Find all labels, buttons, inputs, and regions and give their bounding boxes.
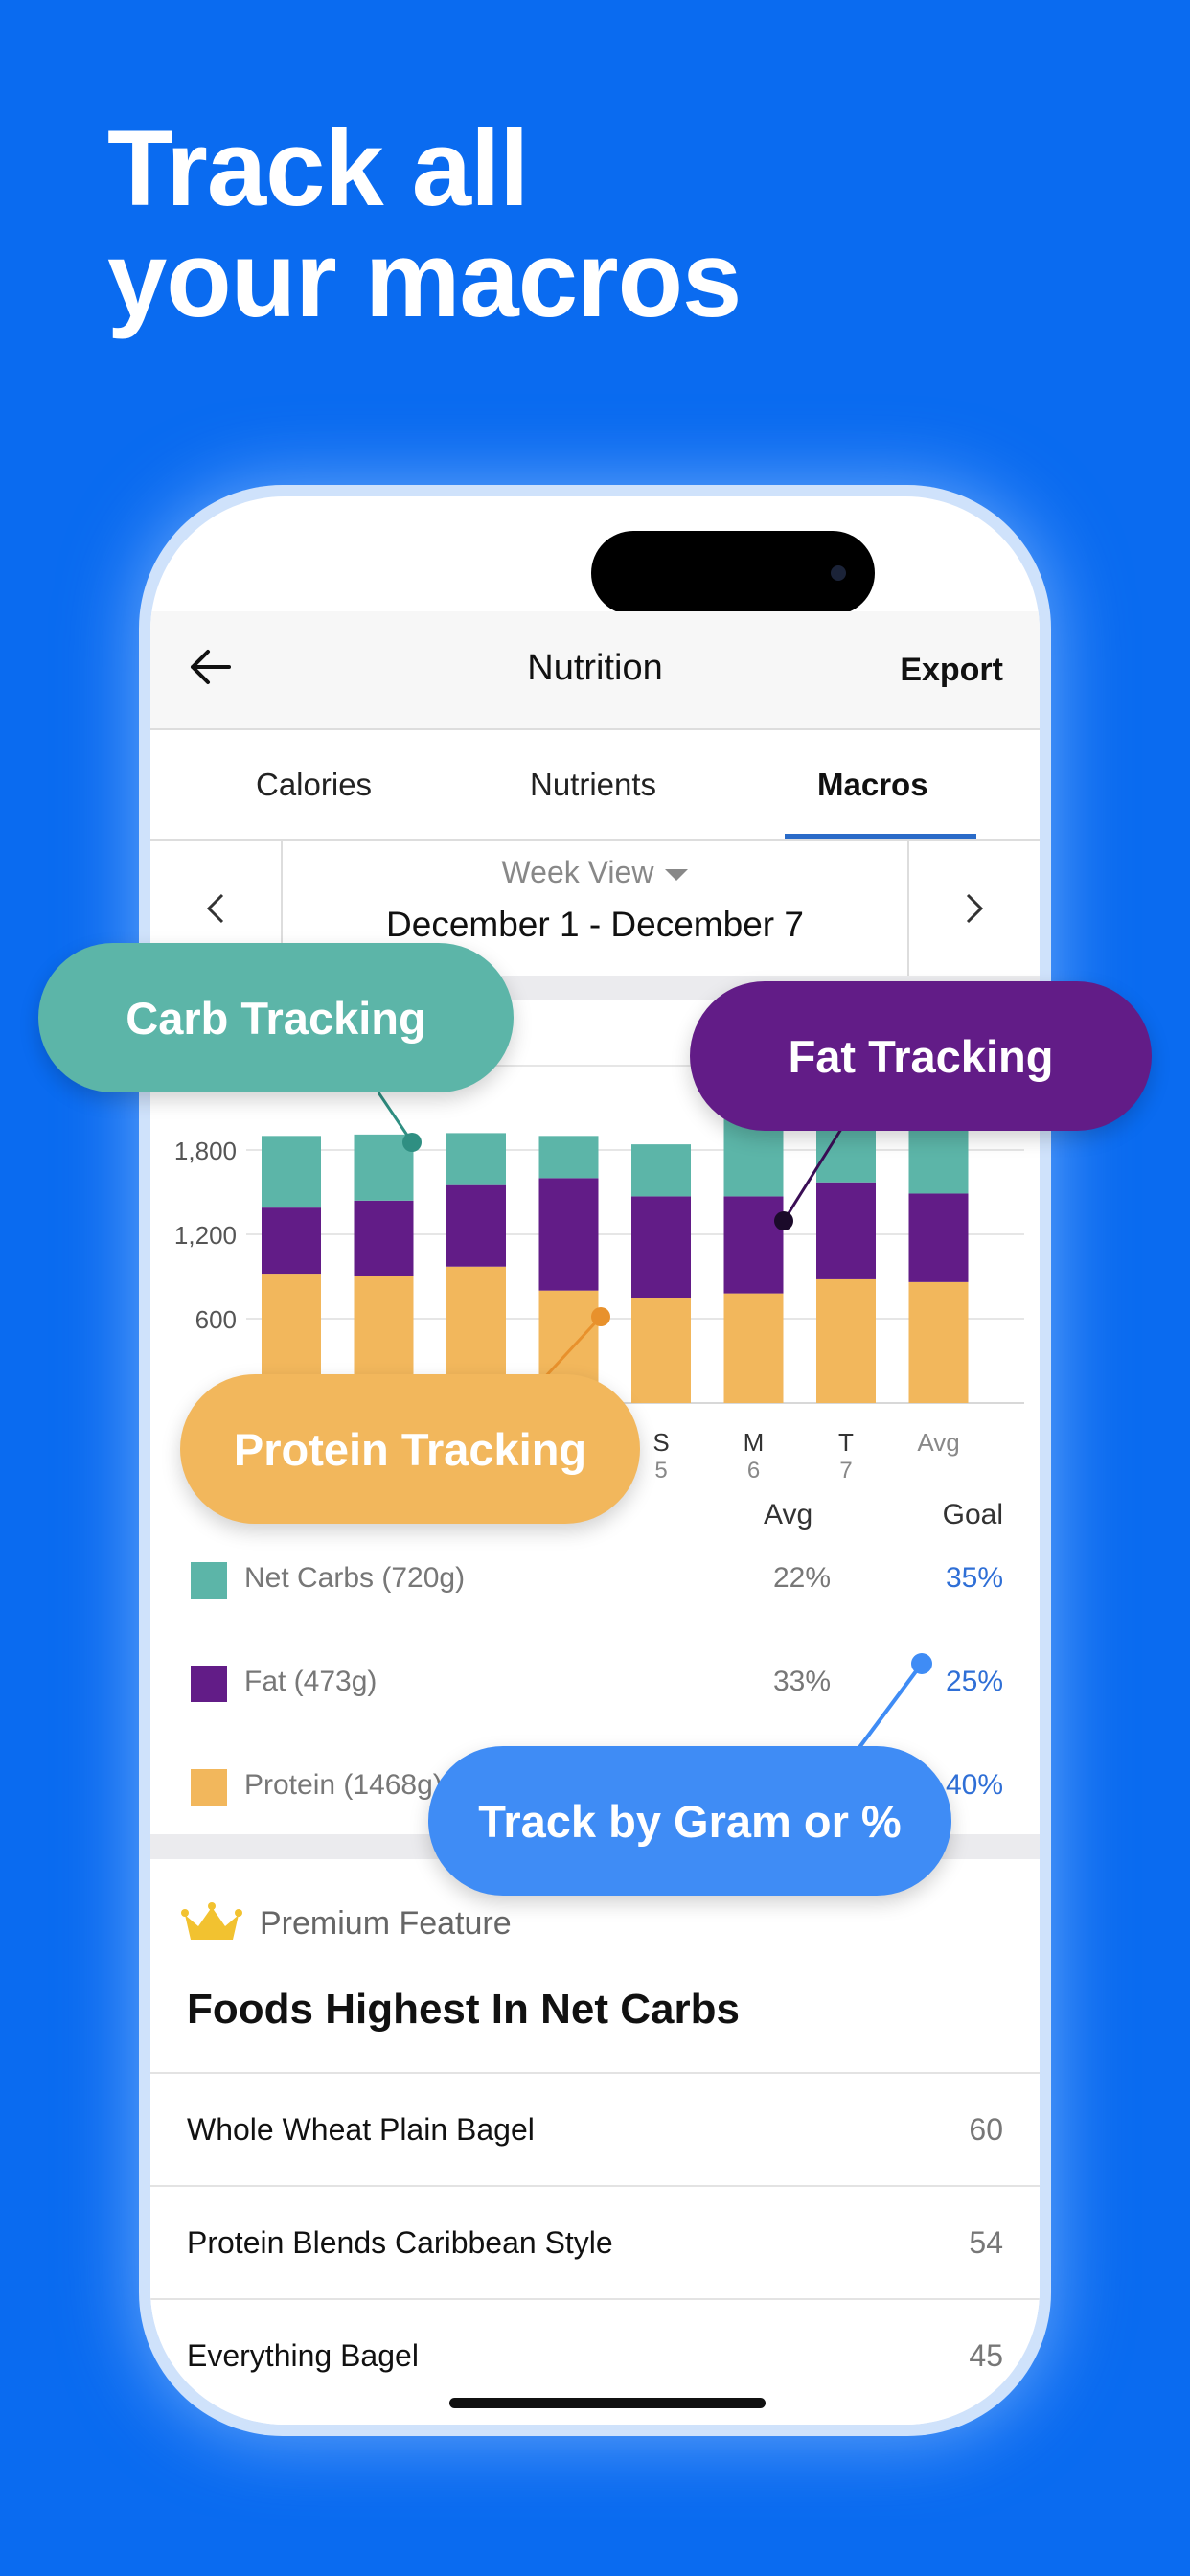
legend-goal[interactable]: 40% (945, 1769, 1003, 1801)
carbs-swatch (191, 1562, 227, 1598)
week-view-label: Week View (501, 855, 654, 889)
legend-label: Net Carbs (720g) (244, 1562, 466, 1594)
x-tick-date: 5 (654, 1458, 667, 1480)
legend-goal[interactable]: 25% (945, 1666, 1003, 1697)
goal-header: Goal (942, 1499, 1003, 1530)
bar-segment-fat (816, 1182, 876, 1279)
bar-segment-fat (908, 1193, 969, 1282)
bar-segment-protein (723, 1293, 784, 1403)
week-view-dropdown[interactable]: Week View (150, 855, 1040, 890)
legend-label: Protein (1468g) (244, 1769, 443, 1801)
food-row[interactable]: Protein Blends Caribbean Style 54 (150, 2185, 1040, 2300)
x-tick-label: T (838, 1428, 854, 1457)
nav-bar: Nutrition Export (150, 611, 1040, 730)
caret-down-icon (665, 868, 689, 881)
food-name: Everything Bagel (187, 2338, 419, 2373)
bar-segment-net-carbs (538, 1136, 599, 1179)
date-range: December 1 - December 7 (386, 905, 804, 944)
headline-line-1: Track all (107, 108, 529, 228)
bar-segment-net-carbs (354, 1134, 414, 1201)
x-tick-label: S (652, 1428, 669, 1457)
y-tick-label: 600 (195, 1305, 237, 1334)
camera-icon (831, 565, 846, 581)
active-tab-indicator (785, 834, 976, 839)
x-tick-date: 6 (747, 1458, 760, 1480)
avg-header: Avg (764, 1499, 813, 1530)
bar-segment-protein (816, 1278, 876, 1403)
protein-swatch (191, 1769, 227, 1806)
fat-swatch (191, 1666, 227, 1702)
tab-bar: Calories Nutrients Macros (150, 730, 1040, 841)
bar-segment-fat (446, 1184, 506, 1267)
food-name: Whole Wheat Plain Bagel (187, 2112, 535, 2147)
protein-tracking-callout: Protein Tracking (180, 1374, 640, 1524)
dynamic-island (591, 531, 875, 615)
arrow-left-icon (191, 650, 231, 684)
chevron-right-icon (966, 893, 984, 924)
back-button[interactable] (181, 638, 239, 696)
tab-calories[interactable]: Calories (256, 767, 373, 802)
previous-week-button[interactable] (150, 841, 283, 976)
bar-segment-fat (262, 1208, 321, 1275)
bar-segment-fat (538, 1178, 599, 1291)
bar-segment-net-carbs (262, 1136, 321, 1208)
fat-tracking-callout: Fat Tracking (690, 981, 1152, 1131)
legend-row-fat[interactable]: Fat (473g) 33% 25% (150, 1666, 1040, 1742)
tab-nutrients[interactable]: Nutrients (530, 767, 657, 802)
bar-segment-protein (631, 1298, 691, 1403)
legend-avg: 33% (773, 1666, 832, 1697)
food-value: 60 (969, 2112, 1003, 2147)
legend-avg: 22% (773, 1562, 832, 1594)
tab-macros[interactable]: Macros (817, 767, 928, 802)
legend-goal[interactable]: 35% (945, 1562, 1003, 1594)
bar-segment-fat (354, 1200, 414, 1276)
food-name: Protein Blends Caribbean Style (187, 2225, 613, 2260)
bar-segment-net-carbs (446, 1133, 506, 1185)
headline: Track all your macros (107, 113, 742, 335)
next-week-button[interactable] (907, 841, 1040, 976)
chevron-left-icon (206, 893, 224, 924)
premium-section: Premium Feature Foods Highest In Net Car… (150, 1859, 1040, 2425)
headline-line-2: your macros (107, 219, 742, 339)
food-row[interactable]: Whole Wheat Plain Bagel 60 (150, 2072, 1040, 2187)
legend-row-carbs[interactable]: Net Carbs (720g) 22% 35% (150, 1562, 1040, 1639)
track-by-gram-callout: Track by Gram or % (428, 1746, 951, 1896)
food-value: 54 (969, 2225, 1003, 2260)
food-value: 45 (969, 2338, 1003, 2373)
y-tick-label: 1,800 (174, 1137, 237, 1165)
export-button[interactable]: Export (900, 652, 1003, 688)
crown-icon (181, 1902, 242, 1940)
bar-segment-fat (723, 1196, 784, 1294)
x-tick-label: M (744, 1428, 765, 1457)
page-title: Nutrition (527, 648, 663, 688)
bar-segment-protein (908, 1281, 969, 1403)
x-tick-label: Avg (917, 1428, 959, 1457)
premium-label: Premium Feature (260, 1905, 512, 1942)
carb-tracking-callout: Carb Tracking (38, 943, 514, 1092)
legend-label: Fat (473g) (244, 1666, 378, 1697)
legend-row-protein[interactable]: Protein (1468g) 40% (150, 1769, 1040, 1846)
bar-segment-net-carbs (631, 1144, 691, 1197)
food-row[interactable]: Everything Bagel 45 (150, 2298, 1040, 2413)
x-tick-date: 7 (839, 1458, 852, 1480)
y-tick-label: 1,200 (174, 1221, 237, 1250)
bar-segment-fat (631, 1196, 691, 1298)
home-indicator[interactable] (449, 2398, 766, 2408)
foods-title: Foods Highest In Net Carbs (187, 1986, 740, 2033)
